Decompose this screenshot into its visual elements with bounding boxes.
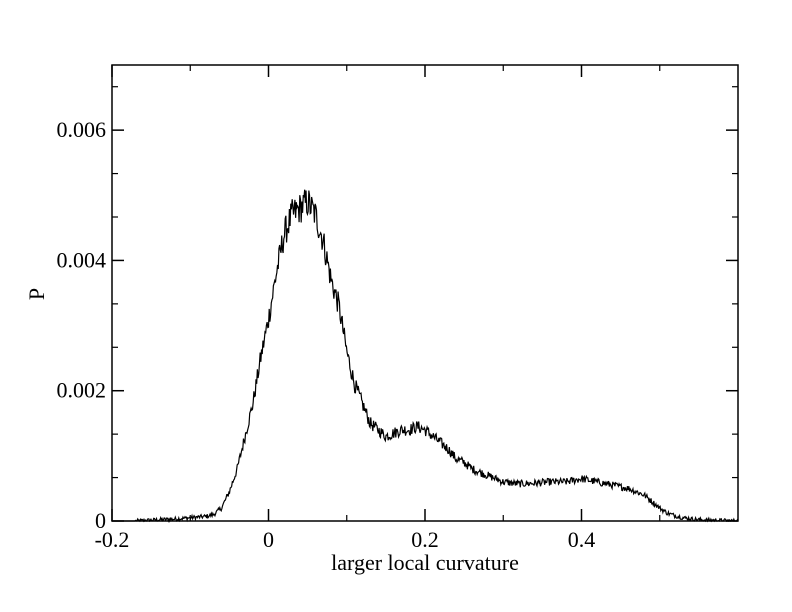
x-tick-label: 0.2 — [411, 527, 439, 552]
y-tick-label: 0.006 — [57, 117, 107, 142]
x-axis-tick-labels: -0.2 0 0.2 0.4 — [95, 527, 596, 552]
y-tick-label: 0.002 — [57, 378, 107, 403]
series-line — [112, 189, 739, 523]
plot-area-frame — [111, 64, 739, 522]
y-axis-tick-labels: 0 0.002 0.004 0.006 — [57, 117, 107, 533]
x-axis-label: larger local curvature — [331, 550, 519, 575]
y-tick-label: 0 — [95, 508, 106, 533]
y-axis-label: P — [24, 288, 49, 300]
y-tick-label: 0.004 — [57, 247, 107, 272]
x-tick-label: 0 — [263, 527, 274, 552]
y-axis-ticks — [112, 86, 738, 522]
x-tick-label: -0.2 — [95, 527, 130, 552]
x-tick-label: 0.4 — [568, 527, 596, 552]
x-axis-ticks — [111, 65, 661, 521]
